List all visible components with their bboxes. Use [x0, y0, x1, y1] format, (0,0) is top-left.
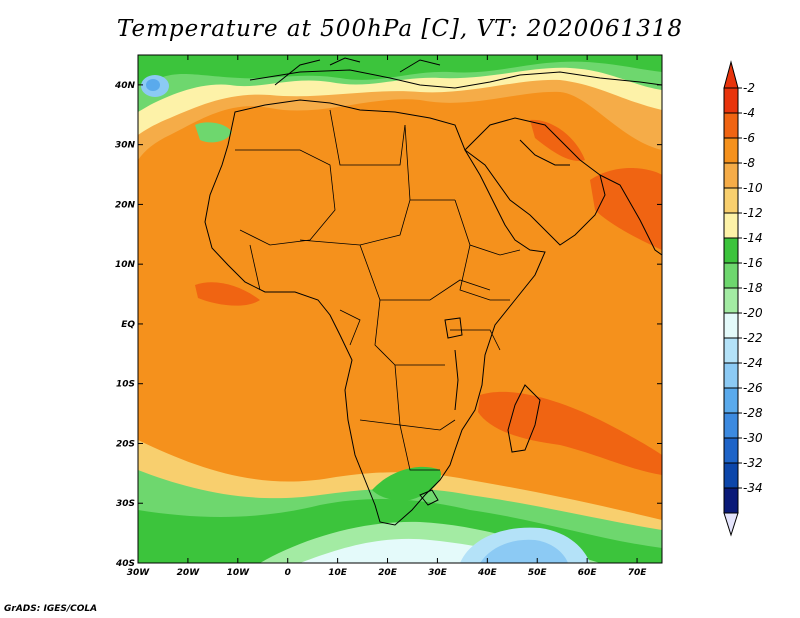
colorbar-swatch [723, 137, 739, 164]
colorbar-swatch [723, 412, 739, 439]
colorbar-label: -10 [743, 181, 763, 195]
colorbar-label: -24 [743, 356, 763, 370]
latitude-axis: 40N 30N 20N 10N EQ 10S 20S 30S 40S [114, 81, 662, 569]
lon-tick-label: 10W [227, 568, 251, 578]
colorbar-label: -22 [743, 331, 763, 345]
lon-tick-label: 10E [328, 568, 348, 578]
colorbar-swatch [723, 487, 739, 514]
map-title: Temperature at 500hPa [C], VT: 202006131… [116, 16, 684, 42]
lat-tick-label: 40N [114, 81, 136, 91]
colorbar-swatch [723, 162, 739, 189]
lon-tick-label: 40E [477, 568, 498, 578]
lat-tick-label: 20S [116, 439, 135, 449]
colorbar-label: -2 [743, 81, 755, 95]
colorbar-swatch [723, 362, 739, 389]
longitude-axis: 30W 20W 10W 0 10E 20E 30E 40E 50E 60E 70E [127, 55, 647, 578]
lat-tick-label: 10N [115, 260, 136, 270]
country-borders [235, 109, 521, 471]
lon-tick-label: 0 [285, 568, 291, 578]
lon-tick-label: 20W [177, 568, 201, 578]
lon-tick-label: 30E [428, 568, 448, 578]
colorbar-swatch [723, 287, 739, 314]
colorbar-label: -6 [743, 131, 755, 145]
grads-credit: GrADS: IGES/COLA [4, 604, 98, 614]
coastlines [204, 57, 662, 526]
lat-tick-label: EQ [121, 320, 135, 330]
colorbar-label: -14 [743, 231, 763, 245]
lat-tick-label: 20N [115, 200, 136, 210]
colorbar-swatch [723, 337, 739, 364]
colorbar-swatch [723, 187, 739, 214]
colorbar-swatch [723, 462, 739, 489]
lon-tick-label: 30W [127, 568, 151, 578]
colorbar-bottom-arrow [723, 512, 739, 537]
colorbar-label: -18 [743, 281, 763, 295]
colorbar-top-arrow [723, 60, 739, 89]
colorbar-label: -12 [743, 206, 763, 220]
colorbar-swatch [723, 112, 739, 139]
colorbar-label: -26 [743, 381, 763, 395]
colorbar-swatch [723, 237, 739, 264]
lon-tick-label: 50E [528, 568, 548, 578]
lat-tick-label: 30S [116, 499, 135, 509]
lat-tick-label: 40S [115, 559, 135, 569]
temperature-field [138, 55, 662, 563]
lat-tick-label: 30N [115, 141, 136, 151]
colorbar-swatch [723, 437, 739, 464]
lat-tick-label: 10S [116, 380, 135, 390]
colorbar-swatch [723, 312, 739, 339]
colorbar-swatch [723, 262, 739, 289]
colorbar-swatch [723, 387, 739, 414]
colorbar-label: -30 [743, 431, 763, 445]
lon-tick-label: 70E [628, 568, 648, 578]
colorbar-label: -32 [743, 456, 763, 470]
colorbar-label: -4 [743, 106, 755, 120]
lon-tick-label: 60E [578, 568, 598, 578]
colorbar-swatch [723, 212, 739, 239]
colorbar-label: -34 [743, 481, 763, 495]
lon-tick-label: 20E [378, 568, 398, 578]
map-frame [137, 54, 663, 564]
colorbar-label: -8 [743, 156, 755, 170]
colorbar-label: -28 [743, 406, 763, 420]
colorbar-label: -16 [743, 256, 763, 270]
colorbar-swatch [723, 87, 739, 114]
colorbar-label: -20 [743, 306, 763, 320]
colorbar: -2 -4 -6 -8 -10 -12 -14 -16 -18 -20 -22 -24 -26 -28 -3… [723, 60, 763, 537]
